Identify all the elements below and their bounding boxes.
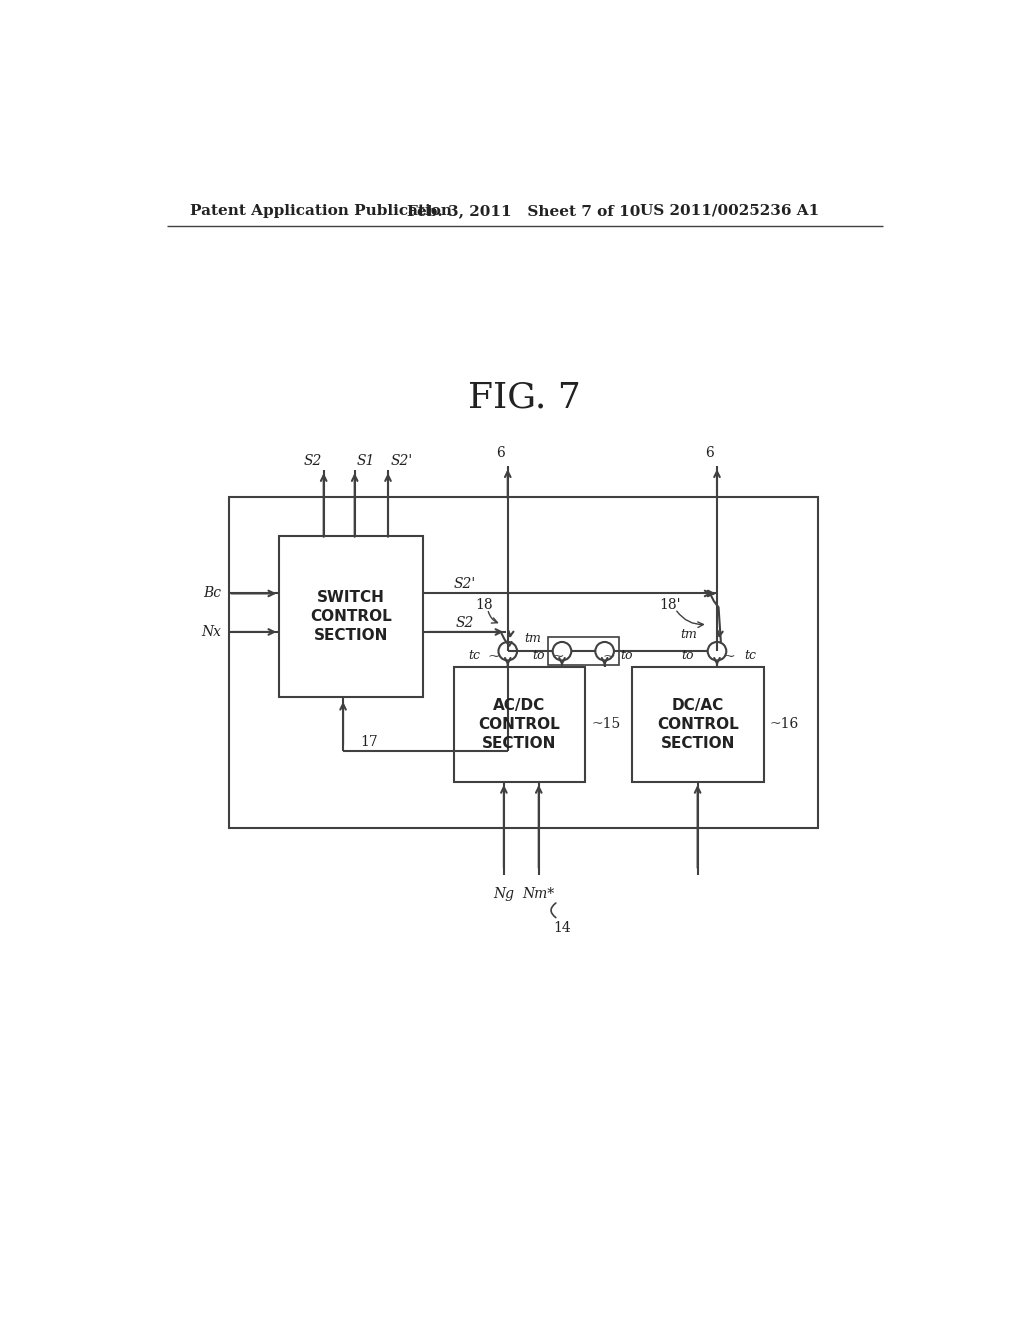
Text: SECTION: SECTION — [482, 737, 557, 751]
Text: ~: ~ — [602, 651, 614, 664]
Text: ~16: ~16 — [770, 717, 799, 731]
Text: S2': S2' — [391, 454, 413, 469]
Text: CONTROL: CONTROL — [478, 717, 560, 731]
Text: FIG. 7: FIG. 7 — [468, 380, 582, 414]
Text: S2': S2' — [454, 577, 476, 591]
Text: Nm*: Nm* — [522, 887, 555, 900]
Text: tm: tm — [681, 628, 697, 640]
Text: tc: tc — [469, 648, 480, 661]
Text: SWITCH: SWITCH — [316, 590, 385, 605]
Text: ~: ~ — [487, 651, 500, 664]
Text: 14: 14 — [553, 921, 570, 936]
Text: 18: 18 — [476, 598, 494, 612]
Text: S1: S1 — [356, 454, 375, 469]
Text: ~: ~ — [552, 651, 564, 664]
Text: SECTION: SECTION — [660, 737, 735, 751]
Text: 17: 17 — [360, 735, 378, 748]
Text: 6: 6 — [706, 446, 714, 459]
Text: CONTROL: CONTROL — [656, 717, 738, 731]
Text: to: to — [681, 648, 693, 661]
Text: S2: S2 — [304, 454, 322, 469]
Text: SECTION: SECTION — [313, 628, 388, 643]
Bar — [280, 536, 423, 697]
Text: tm: tm — [524, 631, 542, 644]
Text: AC/DC: AC/DC — [494, 697, 546, 713]
Text: Patent Application Publication: Patent Application Publication — [190, 203, 452, 218]
Bar — [454, 667, 586, 781]
Bar — [228, 498, 818, 829]
Text: to: to — [621, 648, 633, 661]
Text: to: to — [532, 648, 545, 661]
Text: US 2011/0025236 A1: US 2011/0025236 A1 — [640, 203, 819, 218]
Text: ~: ~ — [722, 651, 735, 664]
Text: ~15: ~15 — [592, 717, 621, 731]
Bar — [548, 638, 618, 665]
Text: DC/AC: DC/AC — [672, 697, 724, 713]
Text: Feb. 3, 2011   Sheet 7 of 10: Feb. 3, 2011 Sheet 7 of 10 — [407, 203, 640, 218]
Text: Bc: Bc — [203, 586, 221, 601]
Text: 18': 18' — [659, 598, 681, 612]
Text: tc: tc — [744, 648, 756, 661]
Text: S2: S2 — [456, 615, 474, 630]
Text: Ng: Ng — [494, 887, 514, 900]
Text: 6: 6 — [496, 446, 505, 459]
Bar — [632, 667, 764, 781]
Text: Nx: Nx — [201, 624, 221, 639]
Text: CONTROL: CONTROL — [310, 609, 392, 624]
